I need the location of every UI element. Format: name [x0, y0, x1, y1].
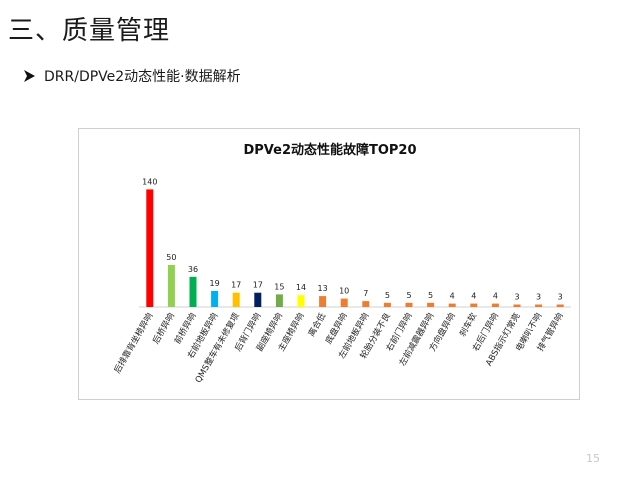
bar [448, 303, 456, 307]
subtitle: DRR/DPVe2动态性能·数据解析 [44, 69, 241, 85]
bar [297, 295, 305, 307]
data-label: 17 [253, 281, 263, 290]
category-label: 离合低 [306, 311, 329, 339]
data-label: 17 [231, 281, 241, 290]
bar [275, 294, 283, 307]
data-label: 50 [166, 253, 176, 262]
data-label: 5 [385, 291, 390, 300]
bar [232, 292, 240, 307]
bar [189, 276, 197, 307]
bar-chart: DPVe2动态性能故障TOP20140后排靠背坐椅异响50后桥异响36前桥异响1… [112, 142, 571, 385]
data-label: 36 [188, 265, 198, 274]
data-label: 3 [536, 293, 541, 302]
bar [427, 302, 435, 307]
bar [383, 302, 391, 307]
chart-frame: DPVe2动态性能故障TOP20 140 后排靠背坐椅异响 50 后桥异响 36 前桥异响 1… [78, 128, 580, 400]
data-label: 14 [296, 283, 306, 292]
data-label: 4 [493, 292, 498, 301]
bar [556, 304, 564, 307]
slide-title: 三、质量管理 [8, 16, 171, 46]
bar [146, 189, 154, 307]
category-label: 刹车软 [457, 311, 480, 339]
data-label: 4 [450, 292, 455, 301]
bar [362, 301, 370, 307]
bar [211, 291, 219, 307]
subtitle-row: DRR/DPVe2动态性能·数据解析 [22, 66, 241, 86]
data-label: 3 [558, 293, 563, 302]
data-label: 5 [428, 291, 433, 300]
bar [254, 292, 262, 307]
chart-title: DPVe2动态性能故障TOP20 [243, 142, 416, 158]
data-label: 7 [363, 289, 368, 298]
arrow-bullet-icon [24, 70, 35, 82]
data-label: 140 [142, 177, 157, 186]
bar [513, 304, 521, 307]
data-label: 5 [406, 291, 411, 300]
bar [167, 265, 175, 307]
data-label: 19 [210, 279, 220, 288]
data-label: 15 [274, 282, 284, 291]
data-label: 4 [471, 292, 476, 301]
bar [491, 303, 499, 307]
bar [319, 296, 327, 307]
data-label: 10 [339, 287, 349, 296]
bar [470, 303, 478, 307]
bar [340, 298, 348, 307]
category-label: 后排靠背坐椅异响 [112, 311, 156, 375]
bar [405, 302, 413, 307]
page-number: 15 [586, 452, 600, 465]
data-label: 13 [318, 284, 328, 293]
data-label: 3 [514, 293, 519, 302]
bar [535, 304, 543, 307]
